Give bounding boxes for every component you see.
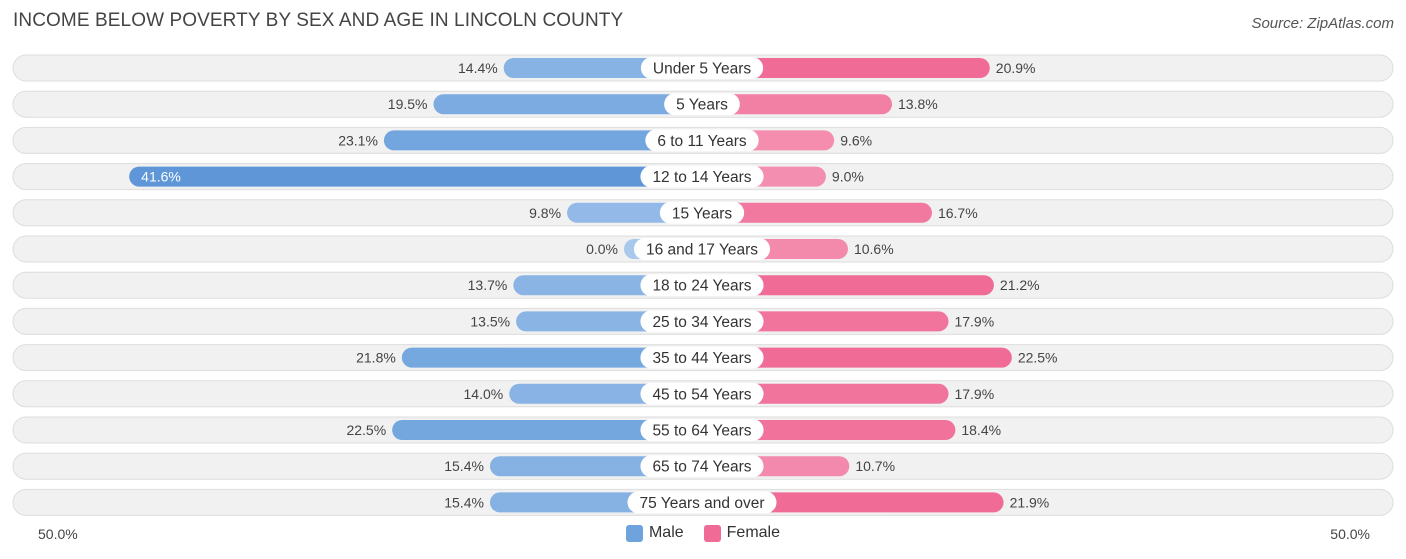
value-label-female: 13.8%	[898, 96, 938, 112]
value-label-female: 9.0%	[832, 169, 864, 185]
bar-female	[702, 58, 990, 78]
bar-male	[401, 347, 702, 368]
category-pill	[640, 419, 764, 441]
category-label: 18 to 24 Years	[652, 278, 751, 295]
bar-female	[702, 383, 949, 404]
value-label-male: 19.5%	[388, 96, 428, 112]
bar-female	[702, 347, 1012, 368]
value-label-male: 13.7%	[468, 277, 508, 293]
legend-swatch-male	[625, 524, 643, 542]
bar-female	[702, 275, 994, 296]
chart-title: INCOME BELOW POVERTY BY SEX AND AGE IN L…	[13, 10, 624, 31]
legend-swatch-female	[703, 524, 721, 542]
category-label: 15 Years	[672, 205, 733, 222]
category-pill	[640, 310, 764, 333]
bar-male	[129, 166, 703, 187]
value-label-male: 22.5%	[346, 422, 386, 438]
category-pill	[645, 129, 759, 152]
value-label-female: 20.9%	[996, 60, 1036, 76]
category-label: 25 to 34 Years	[652, 314, 751, 331]
category-pill	[633, 238, 771, 260]
category-label: Under 5 Years	[653, 61, 751, 78]
legend-label-female: Female	[726, 524, 781, 541]
bar-female	[702, 202, 932, 223]
axis-right-label: 50.0%	[1330, 526, 1370, 542]
category-label: 75 Years and over	[640, 495, 765, 512]
value-label-male: 0.0%	[586, 241, 618, 257]
value-label-male: 13.5%	[470, 313, 510, 329]
bar-male	[433, 94, 702, 115]
category-pill	[640, 382, 764, 405]
axis-left-label: 50.0%	[38, 526, 78, 542]
value-label-female: 21.9%	[1010, 494, 1050, 510]
category-pill	[640, 455, 764, 478]
value-label-male: 21.8%	[356, 350, 396, 366]
category-label: 45 to 54 Years	[652, 386, 751, 403]
category-label: 55 to 64 Years	[652, 423, 751, 440]
category-label: 16 and 17 Years	[646, 242, 758, 259]
category-label: 12 to 14 Years	[652, 169, 751, 186]
value-label-female: 16.7%	[938, 205, 978, 221]
value-label-female: 22.5%	[1018, 350, 1058, 366]
category-pill	[664, 93, 740, 116]
value-label-female: 17.9%	[954, 313, 994, 329]
legend-item-female[interactable]: Female	[703, 524, 781, 542]
bar-male	[392, 420, 702, 440]
value-label-male: 15.4%	[444, 458, 484, 474]
value-label-male: 41.6%	[141, 169, 181, 185]
value-label-male: 23.1%	[338, 132, 378, 148]
value-label-male: 14.0%	[464, 386, 504, 402]
bar-female	[702, 311, 949, 332]
category-pill	[640, 57, 764, 79]
category-label: 65 to 74 Years	[652, 459, 751, 476]
value-label-female: 9.6%	[840, 132, 872, 148]
value-label-female: 18.4%	[961, 422, 1001, 438]
value-label-female: 10.7%	[855, 458, 895, 474]
value-label-male: 15.4%	[444, 494, 484, 510]
value-label-female: 10.6%	[854, 241, 894, 257]
category-pill	[627, 491, 777, 514]
category-pill	[640, 346, 764, 369]
category-label: 5 Years	[676, 97, 728, 114]
value-label-male: 14.4%	[458, 60, 498, 76]
source-credit: Source: ZipAtlas.com	[1251, 15, 1394, 32]
bar-male	[383, 130, 702, 151]
category-pill	[659, 201, 745, 224]
value-label-female: 17.9%	[954, 386, 994, 402]
legend-label-male: Male	[648, 524, 684, 541]
bar-female	[702, 492, 1004, 513]
category-label: 35 to 44 Years	[652, 350, 751, 367]
legend: Male Female	[0, 524, 1406, 542]
value-label-male: 9.8%	[529, 205, 561, 221]
category-pill	[640, 165, 764, 188]
value-label-female: 21.2%	[1000, 277, 1040, 293]
bar-female	[702, 94, 893, 115]
bar-female	[702, 420, 956, 440]
legend-item-male[interactable]: Male	[625, 524, 684, 542]
category-pill	[640, 274, 764, 297]
category-label: 6 to 11 Years	[657, 133, 747, 150]
